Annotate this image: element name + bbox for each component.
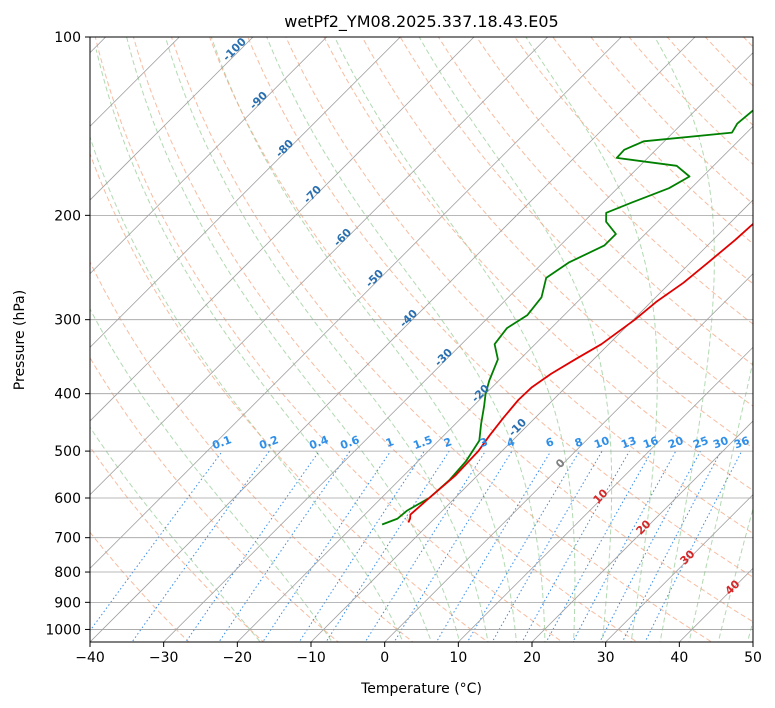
isotherm-line [90,37,622,569]
y-tick-label: 500 [54,444,81,460]
mixing-ratio-label: 2 [442,435,454,450]
mixing-ratio-label: 16 [641,434,660,452]
y-tick-label: 300 [54,313,81,329]
y-tick-label: 200 [54,208,81,224]
isotherm-line [457,346,753,642]
x-tick-label: 0 [380,650,389,666]
moist-adiabat-line [90,308,333,642]
mixing-ratio-label: 0.1 [210,433,233,452]
mixing-ratio-label: 13 [619,434,638,451]
moist-adiabat-line [90,135,404,642]
isotherms [90,37,753,642]
mixing-ratio-label: 0.2 [257,433,280,452]
y-tick-label: 900 [54,595,81,611]
dry-adiabat-line [476,37,753,325]
mixing-ratio-label: 1 [384,435,396,450]
dry-adiabat-line [90,531,190,642]
y-tick-label: 400 [54,387,81,403]
isotherm-line [90,37,696,642]
moist-adiabat-line [334,37,576,642]
dry-adiabat-line [285,37,753,535]
mixing-ratio-label: 3 [478,435,490,450]
temperature-series [407,222,753,523]
mixing-ratio-label: 10 [592,434,611,452]
x-axis-ticks: −40 −30 −20 −10 0 10 20 30 40 50 [75,642,762,666]
mixing-ratio-label: 4 [505,435,517,450]
y-axis-label: Pressure (hPa) [12,290,28,390]
moist-adiabat-line [525,37,658,642]
mixing-ratio-label: 20 [666,434,685,452]
y-tick-label: 100 [54,30,81,46]
dewpoint-series [381,109,753,526]
mixing-ratio-label: 36 [732,434,751,452]
pressure-gridlines [90,37,753,630]
mixing-ratio-label: 1.5 [411,433,434,452]
isotherm-line [90,37,475,422]
dry-adiabat-line [399,37,753,407]
isotherm-line [90,37,180,127]
isotherm-line [90,37,254,201]
mixing-ratio-label: 0.4 [307,433,330,452]
x-tick-label: −30 [149,650,179,666]
dry-adiabat-line [132,37,638,642]
moist-adiabat-line [95,49,432,642]
y-tick-label: 700 [54,531,81,547]
dry-adiabat-line [90,260,414,642]
moist-adiabat-line [654,37,715,642]
isotherm-line [384,273,753,642]
dry-adiabat-line [90,446,265,642]
mixing-ratio-label: 6 [544,435,556,450]
isotherm-line [163,52,753,642]
plot-area: -100-90-80-70-60-50-40-30-20-100.1 0.2 0.4… [90,37,753,642]
moist-adiabat-line [266,37,546,642]
y-tick-label: 600 [54,491,81,507]
x-tick-label: 30 [597,650,615,666]
y-axis-ticks: 100 200 300 400 500 600 700 800 900 1000 [45,30,90,638]
mixing-ratio-label: 0.6 [338,433,361,452]
x-tick-label: 10 [449,650,467,666]
plot-frame [89,36,754,643]
x-tick-label: −20 [223,650,253,666]
isotherm-line [605,494,753,642]
dry-adiabat-line [170,37,713,642]
x-tick-label: −40 [75,650,105,666]
isotherm-line [90,37,401,348]
chart-title: wetPf2_YM08.2025.337.18.43.E05 [284,12,558,32]
moist-adiabat-line [418,37,613,642]
isotherm-line [531,420,753,642]
y-tick-label: 800 [54,565,81,581]
moist-adiabat-line [164,37,489,642]
isotherm-line [310,199,753,642]
mixing-ratio-label: 8 [573,435,585,450]
y-tick-label: 1000 [45,622,81,638]
isotherm-line [90,37,549,496]
moist-adiabat-line [126,37,461,642]
moist-adiabat-line [717,506,753,642]
x-tick-label: 50 [744,650,762,666]
mixing-ratio-label: 25 [691,434,710,451]
moist-adiabats [90,37,753,642]
dry-adiabat-line [94,37,564,642]
dry-adiabat-line [361,37,753,449]
x-tick-label: −10 [296,650,326,666]
dry-adiabat-line [514,37,753,285]
x-axis-label: Temperature (°C) [360,681,482,697]
dewpoint-line [381,109,753,526]
isotherm-line [90,37,328,275]
x-tick-label: 20 [523,650,541,666]
isotherm-line [236,125,753,642]
moist-adiabat-line [688,358,753,642]
dry-adiabat-line [209,37,753,623]
moist-adiabat-line [90,426,261,642]
mixing-ratio-label: 30 [711,434,730,452]
temperature-line [407,222,753,523]
x-tick-label: 40 [670,650,688,666]
